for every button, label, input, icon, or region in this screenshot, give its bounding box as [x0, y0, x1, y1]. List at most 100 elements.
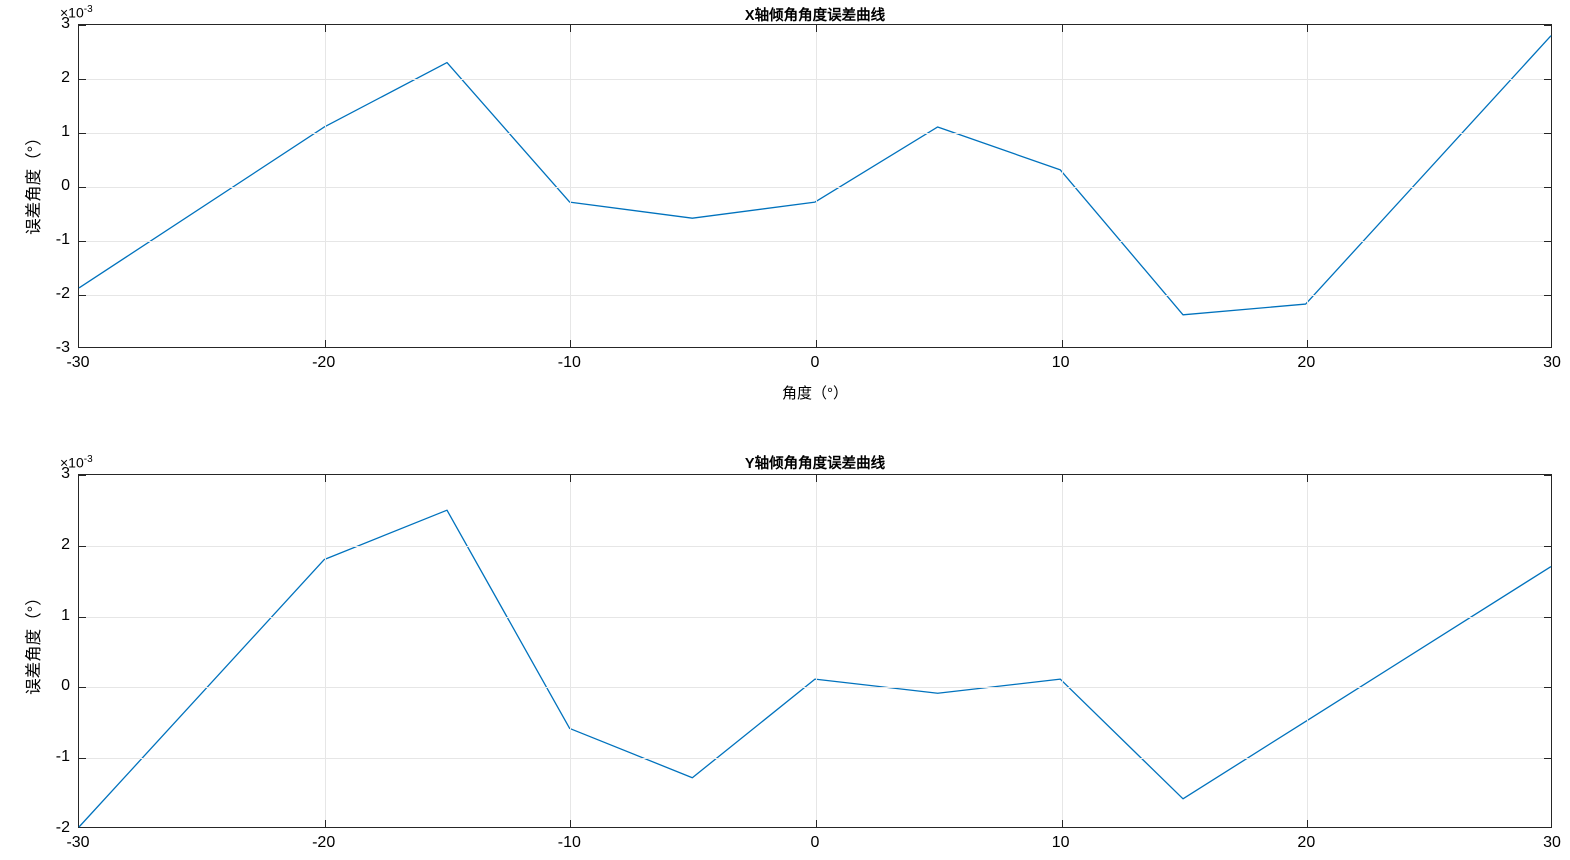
x-axis-tick-label: -30 [66, 354, 90, 371]
grid-line-vertical [1061, 475, 1063, 827]
grid-line-horizontal [79, 616, 1551, 618]
x-axis-tick [1061, 820, 1063, 827]
plot-area-x-axis[interactable] [78, 24, 1552, 348]
y-axis-tick-right [1544, 758, 1551, 760]
y-axis-exponent-power: -3 [83, 4, 93, 15]
grid-line-horizontal [79, 79, 1551, 80]
y-axis-tick-right [1544, 545, 1551, 547]
y-axis-tick-label: 1 [61, 123, 70, 140]
x-axis-tick-label: 20 [1297, 354, 1316, 371]
x-axis-tick-top [324, 475, 326, 482]
x-axis-tick [570, 820, 572, 827]
x-axis-tick-top [570, 475, 572, 482]
chart-panel-y-axis: Y轴倾角角度误差曲线 ×10-3 误差角度（°） 角度（°） -2-10123-… [0, 430, 1570, 860]
x-axis-tick [324, 820, 326, 827]
y-axis-tick [79, 187, 86, 188]
x-axis-tick-top [570, 25, 572, 32]
y-axis-tick-label: -1 [55, 748, 70, 766]
grid-line-vertical [1061, 25, 1063, 347]
y-axis-tick-label: 0 [61, 177, 70, 194]
x-axis-tick-label: 10 [1051, 834, 1070, 851]
x-axis-tick-top [1061, 25, 1063, 32]
y-axis-exponent-prefix: ×10 [60, 4, 84, 21]
y-axis-tick [79, 79, 86, 80]
y-axis-tick-right [1544, 187, 1551, 188]
y-axis-tick-right [1544, 616, 1551, 618]
grid-line-horizontal [79, 295, 1551, 296]
x-axis-tick-top [324, 25, 326, 32]
data-series-line [79, 36, 1551, 315]
grid-line-vertical [324, 475, 326, 827]
y-axis-tick-label: 3 [61, 15, 70, 32]
grid-line-vertical [1307, 475, 1309, 827]
y-axis-tick-label: 2 [61, 535, 70, 553]
y-axis-exponent-prefix-secondary: ×10 [60, 454, 84, 471]
y-axis-tick [79, 25, 86, 26]
x-axis-tick-label: 0 [810, 354, 820, 371]
x-axis-tick [570, 340, 572, 347]
y-axis-tick [79, 295, 86, 296]
x-axis-tick-label: -10 [557, 354, 581, 371]
y-axis-tick-label: -2 [55, 819, 70, 836]
series-line-y-axis [79, 475, 1551, 827]
y-axis-tick-label: 3 [61, 465, 70, 482]
x-axis-tick [816, 340, 817, 347]
y-axis-tick-label: -3 [55, 339, 70, 356]
y-axis-tick-right [1544, 241, 1551, 242]
x-axis-title: 角度（°） [782, 385, 848, 402]
x-axis-tick [816, 820, 817, 827]
x-axis-tick-top [1307, 475, 1309, 482]
x-axis-tick-label: -20 [312, 834, 336, 851]
grid-line-vertical [570, 25, 572, 347]
y-axis-tick-label: -1 [55, 231, 70, 248]
page-title-secondary: Y轴倾角角度误差曲线 [744, 456, 886, 472]
grid-line-vertical [816, 25, 817, 347]
y-axis-exponent-label-secondary: ×10-3 [60, 454, 93, 471]
x-axis-tick-label: 30 [1543, 834, 1561, 851]
x-axis-tick [324, 340, 326, 347]
y-axis-tick [79, 545, 86, 547]
y-axis-tick [79, 475, 86, 476]
x-axis-tick-label: 10 [1051, 354, 1070, 371]
x-axis-tick-top [1307, 25, 1309, 32]
x-axis-tick-label: 30 [1543, 354, 1561, 371]
y-axis-exponent-power-secondary: -3 [83, 454, 93, 465]
y-axis-tick-right [1544, 687, 1551, 689]
grid-line-horizontal [79, 545, 1551, 547]
y-axis-tick-right [1544, 295, 1551, 296]
series-line-x-axis [79, 25, 1551, 347]
x-axis-tick [1307, 340, 1309, 347]
y-axis-tick [79, 133, 86, 134]
y-axis-tick-label: 2 [61, 69, 70, 86]
grid-line-horizontal [79, 241, 1551, 242]
x-axis-tick-label: 0 [810, 834, 820, 851]
x-axis-tick-label: -10 [557, 834, 581, 851]
plot-area-y-axis[interactable] [78, 474, 1552, 828]
y-axis-exponent-label: ×10-3 [60, 4, 93, 21]
grid-line-vertical [816, 475, 817, 827]
grid-line-horizontal [79, 187, 1551, 188]
y-axis-tick-right [1544, 79, 1551, 80]
data-series-line [79, 510, 1551, 827]
x-axis-tick [1307, 820, 1309, 827]
x-axis-tick-top [816, 475, 817, 482]
grid-line-vertical [324, 25, 326, 347]
y-axis-tick [79, 616, 86, 618]
y-axis-tick-label: 0 [61, 677, 70, 695]
x-axis-tick-label: 20 [1297, 834, 1316, 851]
x-axis-tick-top [816, 25, 817, 32]
grid-line-horizontal [79, 687, 1551, 689]
grid-line-horizontal [79, 133, 1551, 134]
page-title: X轴倾角角度误差曲线 [744, 8, 886, 24]
x-axis-tick [1061, 340, 1063, 347]
y-axis-tick-label: -2 [55, 285, 70, 302]
y-axis-tick-right [1544, 475, 1551, 476]
y-axis-tick-label: 1 [61, 606, 70, 624]
grid-line-vertical [1307, 25, 1309, 347]
x-axis-tick-label: -30 [66, 834, 90, 851]
y-axis-tick [79, 687, 86, 689]
grid-line-horizontal [79, 758, 1551, 760]
chart-panel-x-axis: X轴倾角角度误差曲线 ×10-3 误差角度（°） 角度（°） -3 -2 -1 0 1 2… [25, 4, 1561, 402]
x-axis-tick-top [1061, 475, 1063, 482]
